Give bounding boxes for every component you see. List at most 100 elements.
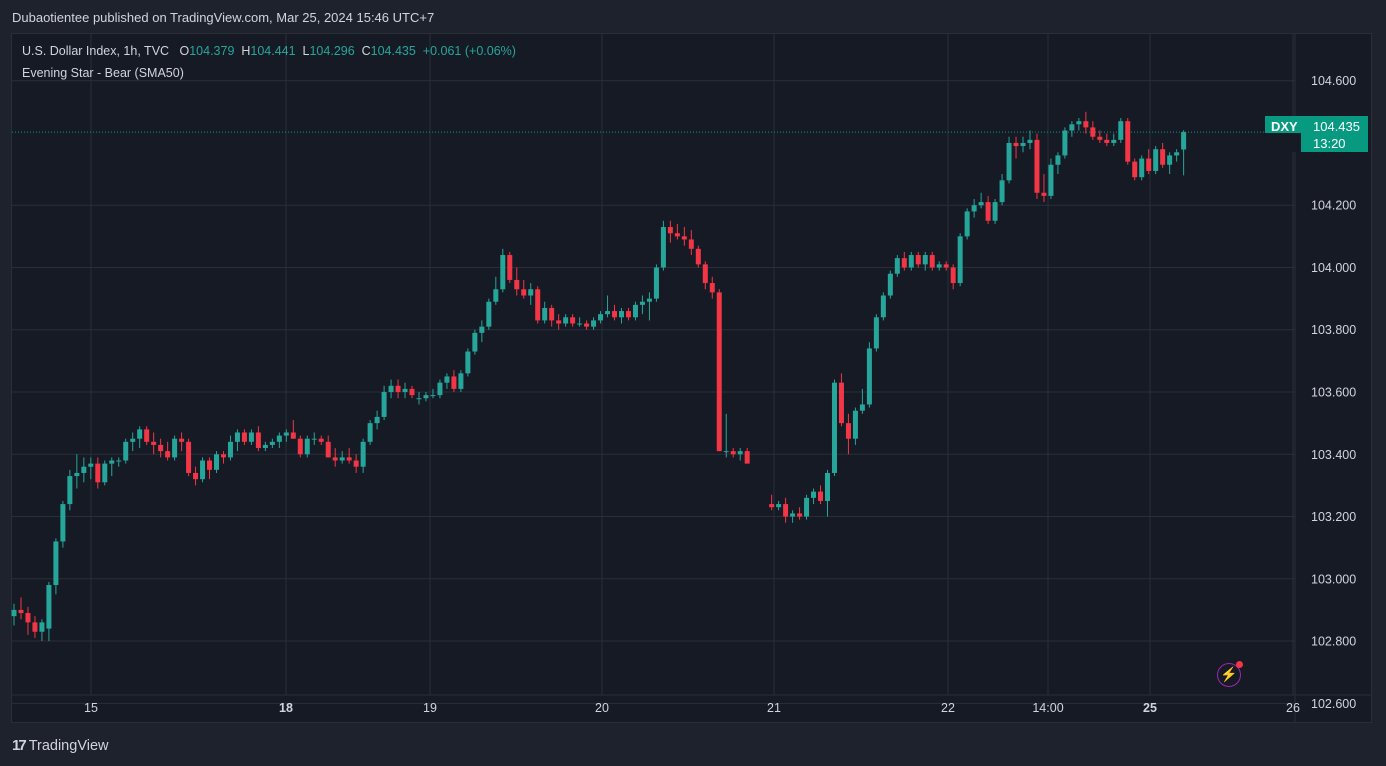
indicator-legend[interactable]: Evening Star - Bear (SMA50) [22, 66, 184, 80]
candle-body [674, 233, 680, 237]
candle-body [430, 395, 436, 397]
candle-body [248, 432, 254, 442]
candle-body [451, 376, 457, 389]
candle-body [458, 373, 464, 389]
notification-dot [1236, 661, 1243, 668]
candle-body [151, 441, 157, 445]
candle-body [339, 457, 345, 461]
candle-body [346, 457, 352, 461]
candle-body [507, 255, 513, 280]
candle-body [67, 476, 73, 505]
time-axis: 15 18 19 20 21 22 14:00 25 26 [84, 701, 1300, 715]
tradingview-logo[interactable]: 17 TradingView [12, 737, 108, 754]
candle-body [116, 460, 122, 462]
candle-body [943, 264, 949, 268]
high-label: H [241, 44, 251, 58]
candle-body [1160, 149, 1166, 165]
candle-body [158, 444, 164, 452]
candle-body [353, 460, 359, 467]
candle-body [137, 429, 143, 439]
candle-body [681, 236, 687, 240]
candle-body [465, 351, 471, 374]
candle-body [845, 423, 851, 439]
candle-body [1076, 121, 1082, 125]
candle-body [402, 388, 408, 393]
candle-body [783, 504, 789, 517]
candle-body [971, 205, 977, 212]
candle-body [416, 398, 422, 400]
x-tick-label: 26 [1286, 701, 1300, 715]
candle-body [367, 423, 373, 442]
candle-body [769, 504, 775, 508]
candle-body [936, 264, 942, 268]
candle-body [1013, 142, 1019, 147]
candle-body [838, 382, 844, 424]
candle-body [1111, 139, 1117, 143]
candle-body [395, 385, 401, 393]
candle-body [776, 504, 782, 508]
candle-body [811, 491, 817, 498]
candle-body [423, 395, 429, 399]
candle-body [922, 255, 928, 265]
symbol-title: U.S. Dollar Index, 1h, TVC [22, 44, 170, 58]
candle-body [999, 180, 1005, 203]
candle-body [1006, 142, 1012, 181]
candle-body [11, 609, 17, 617]
y-tick-label: 102.800 [1311, 635, 1356, 649]
candle-body [612, 311, 618, 318]
candle-body [1174, 152, 1180, 156]
candle-body [818, 491, 824, 501]
candle-body [81, 466, 87, 473]
candle-body [1097, 136, 1103, 140]
y-tick-label: 103.600 [1311, 386, 1356, 400]
candle-body [992, 202, 998, 221]
candle-body [1146, 158, 1152, 171]
symbol-legend[interactable]: U.S. Dollar Index, 1h, TVC O104.379 H104… [22, 44, 516, 58]
x-tick-label: 18 [279, 701, 293, 715]
x-tick-label: 25 [1143, 701, 1157, 715]
candle-body [332, 457, 338, 461]
candle-body [409, 388, 415, 396]
candle-body [901, 258, 907, 268]
candle-body [737, 451, 743, 455]
candle-body [1034, 139, 1040, 193]
candle-body [360, 441, 366, 467]
open-value: 104.379 [189, 44, 235, 58]
grid-lines [12, 34, 1371, 722]
candle-body [660, 227, 666, 268]
candle-body [985, 202, 991, 221]
candle-body [269, 441, 275, 445]
candle-body [542, 307, 548, 321]
candle-body [25, 613, 31, 623]
candle-body [53, 541, 59, 586]
candle-body [880, 295, 886, 318]
x-tick-label: 14:00 [1032, 701, 1063, 715]
candle-body [605, 311, 611, 315]
change-value: +0.061 (+0.06%) [422, 44, 516, 58]
candle-body [695, 248, 701, 265]
candle-body [570, 317, 576, 324]
candle-body [374, 416, 380, 424]
x-tick-label: 20 [595, 701, 609, 715]
candle-body [1020, 142, 1026, 147]
candle-body [797, 513, 803, 517]
candle-body [255, 432, 261, 449]
candle-body [831, 382, 837, 473]
candle-body [852, 410, 858, 439]
candle-body [1062, 130, 1068, 156]
chart-pane[interactable] [11, 33, 1372, 723]
x-tick-label: 22 [941, 701, 955, 715]
candle-body [144, 429, 150, 442]
high-value: 104.441 [250, 44, 296, 58]
candle-body [598, 314, 604, 321]
candle-body [123, 441, 129, 461]
candle-body [1027, 139, 1033, 143]
lightning-icon[interactable]: ⚡ [1217, 661, 1243, 687]
candle-body [556, 320, 562, 324]
candle-body [514, 279, 520, 290]
candle-body [109, 460, 115, 464]
candle-body [311, 438, 317, 440]
last-price-value: 104.435 [1313, 119, 1360, 134]
candle-body [220, 454, 226, 458]
